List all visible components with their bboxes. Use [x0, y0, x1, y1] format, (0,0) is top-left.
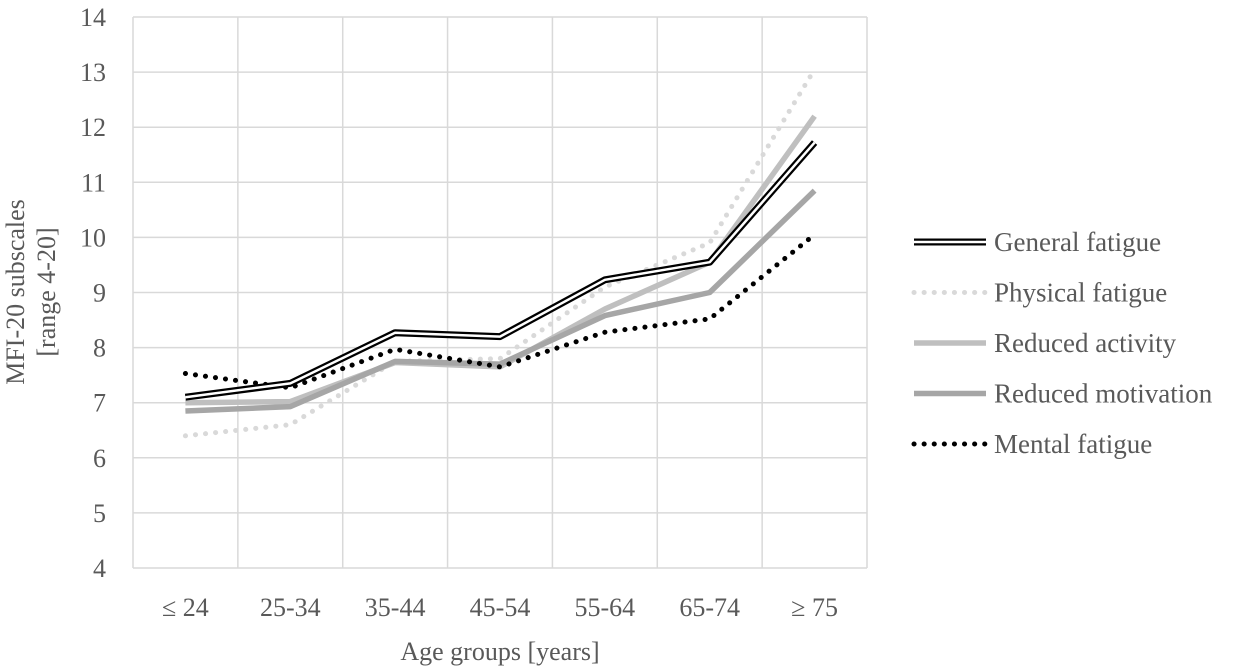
x-tick-label: 65-74 — [679, 593, 740, 622]
legend-label: Reduced motivation — [994, 379, 1213, 409]
mental-fatigue-line — [182, 232, 818, 391]
legend-item-physical-fatigue: Physical fatigue — [911, 278, 1167, 308]
general-fatigue-line-inner — [185, 141, 816, 399]
y-tick-label: 7 — [93, 389, 106, 418]
y-axis-title-line-1: MFI-20 subscales — [1, 199, 30, 385]
y-tick-label: 12 — [80, 113, 106, 142]
legend-item-reduced-activity: Reduced activity — [914, 328, 1177, 358]
x-tick-label: 55-64 — [575, 593, 636, 622]
x-tick-label: ≥ 75 — [791, 593, 838, 622]
legend: General fatigue Physical fatigue Reduced a… — [911, 227, 1213, 459]
series-lines — [182, 66, 818, 439]
general-fatigue-line — [184, 140, 818, 401]
x-tick-label: 25-34 — [260, 593, 321, 622]
x-tick-labels: ≤ 24 25-34 35-44 45-54 55-64 65-74 ≥ 75 — [162, 593, 838, 622]
legend-label: Physical fatigue — [994, 278, 1167, 308]
physical-fatigue-line — [182, 66, 818, 439]
x-axis-title: Age groups [years] — [400, 637, 599, 666]
mental-fatigue-line-path — [182, 232, 818, 391]
x-tick-label: ≤ 24 — [162, 593, 209, 622]
gridlines — [132, 16, 868, 569]
x-tick-label: 45-54 — [470, 593, 531, 622]
y-axis-title: MFI-20 subscales [range 4-20] — [1, 199, 61, 385]
legend-label: Reduced activity — [994, 328, 1177, 358]
y-tick-label: 6 — [93, 444, 106, 473]
physical-fatigue-line-path — [182, 66, 818, 439]
x-tick-label: 35-44 — [365, 593, 426, 622]
y-tick-label: 4 — [93, 554, 106, 583]
y-tick-label: 9 — [93, 279, 106, 308]
y-tick-labels: 4 5 6 7 8 9 10 11 12 13 14 — [80, 3, 106, 583]
legend-item-reduced-motivation: Reduced motivation — [914, 379, 1213, 409]
reduced-motivation-line-path — [185, 188, 817, 414]
reduced-motivation-line — [185, 188, 817, 414]
legend-item-mental-fatigue: Mental fatigue — [911, 429, 1152, 459]
y-axis-title-line-2: [range 4-20] — [32, 227, 61, 356]
legend-label: Mental fatigue — [994, 429, 1152, 459]
y-tick-label: 14 — [80, 3, 106, 32]
y-tick-label: 8 — [93, 334, 106, 363]
y-tick-label: 13 — [80, 58, 106, 87]
y-tick-label: 10 — [80, 223, 106, 252]
y-tick-label: 11 — [81, 168, 106, 197]
legend-item-general-fatigue: General fatigue — [914, 227, 1161, 257]
legend-label: General fatigue — [994, 227, 1161, 257]
y-tick-label: 5 — [93, 499, 106, 528]
